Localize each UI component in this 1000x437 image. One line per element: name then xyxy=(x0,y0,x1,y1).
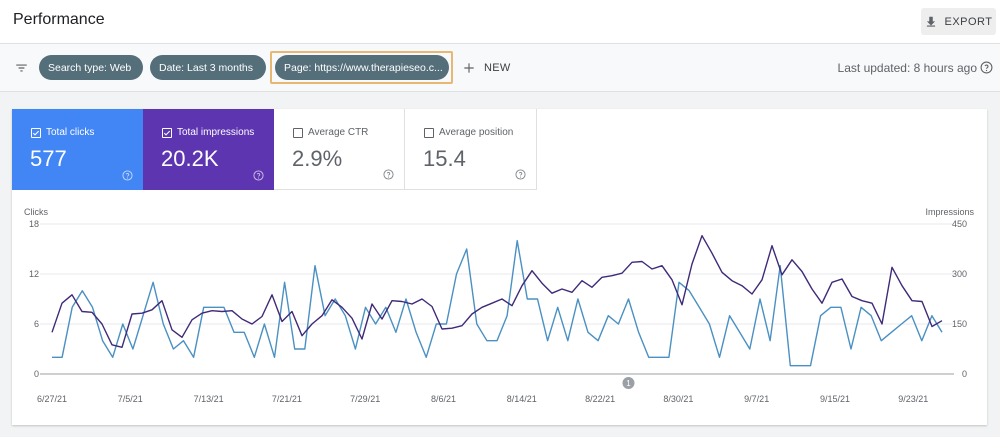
metric-value: 2.9% xyxy=(292,146,343,171)
filter-bar: Search type: Web Date: Last 3 months Pag… xyxy=(0,44,1000,92)
checkbox[interactable] xyxy=(31,127,41,138)
metric-total-clicks[interactable]: Total clicks 577 xyxy=(12,109,143,190)
x-tick-label: 8/30/21 xyxy=(663,394,693,404)
x-tick-label: 8/14/21 xyxy=(507,394,537,404)
x-tick-label: 6/27/21 xyxy=(37,394,67,404)
annotation-marker[interactable] xyxy=(622,377,635,389)
export-button[interactable]: EXPORT xyxy=(921,8,996,35)
metric-label: Average position xyxy=(439,127,514,138)
help-icon[interactable] xyxy=(253,170,264,181)
export-label: EXPORT xyxy=(944,15,993,28)
x-tick-label: 9/15/21 xyxy=(820,394,850,404)
check-icon xyxy=(32,130,40,136)
chip-label: Date: Last 3 months xyxy=(159,61,253,74)
left-tick-label: 18 xyxy=(29,219,39,229)
right-tick-label: 0 xyxy=(962,369,967,379)
help-icon[interactable] xyxy=(122,170,133,181)
x-tick-label: 8/6/21 xyxy=(431,394,456,404)
chip-label: Page: https://www.therapieseo.c... xyxy=(284,61,443,74)
performance-panel: Total clicks 577 Total impressions 20.2K… xyxy=(12,109,987,425)
right-tick-label: 150 xyxy=(952,319,967,329)
x-tick-label: 9/23/21 xyxy=(898,394,928,404)
right-tick-label: 450 xyxy=(952,219,967,229)
checkbox[interactable] xyxy=(162,127,172,138)
annotation-label: 1 xyxy=(626,379,631,388)
metric-value: 20.2K xyxy=(161,146,219,171)
help-icon[interactable] xyxy=(515,169,526,180)
plus-icon xyxy=(464,63,474,73)
page-filter-highlight: Page: https://www.therapieseo.c... xyxy=(270,51,453,84)
x-tick-label: 9/7/21 xyxy=(744,394,769,404)
new-filter-button[interactable]: NEW xyxy=(462,59,511,77)
checkbox[interactable] xyxy=(293,127,303,138)
metric-label: Total clicks xyxy=(46,127,95,138)
metric-average-position[interactable]: Average position 15.4 xyxy=(405,109,537,190)
help-icon[interactable] xyxy=(383,169,394,180)
new-label: NEW xyxy=(484,62,511,74)
x-tick-label: 8/22/21 xyxy=(585,394,615,404)
series-line-clicks xyxy=(52,240,943,367)
x-tick-label: 7/5/21 xyxy=(118,394,143,404)
left-axis-title: Clicks xyxy=(24,207,48,217)
date-range-chip[interactable]: Date: Last 3 months xyxy=(150,55,266,80)
page-filter-chip[interactable]: Page: https://www.therapieseo.c... xyxy=(275,55,449,80)
checkbox[interactable] xyxy=(424,127,434,138)
help-icon[interactable] xyxy=(980,61,993,74)
last-updated-text: Last updated: 8 hours ago xyxy=(837,61,977,75)
download-icon xyxy=(927,16,936,27)
left-tick-label: 6 xyxy=(34,319,39,329)
x-tick-label: 7/13/21 xyxy=(194,394,224,404)
metric-total-impressions[interactable]: Total impressions 20.2K xyxy=(143,109,274,190)
performance-chart[interactable]: 18 12 6 0 450 300 150 0 6/27/21 7/5/21 7/13/21 7/21… xyxy=(12,206,987,411)
x-tick-label: 7/29/21 xyxy=(350,394,380,404)
left-tick-label: 12 xyxy=(29,269,39,279)
metric-value: 15.4 xyxy=(423,146,466,171)
top-bar: Performance EXPORT xyxy=(0,0,1000,44)
metric-average-ctr[interactable]: Average CTR 2.9% xyxy=(274,109,405,190)
filter-icon[interactable] xyxy=(14,61,29,75)
left-tick-label: 0 xyxy=(34,369,39,379)
right-axis-title: Impressions xyxy=(925,207,974,217)
chip-label: Search type: Web xyxy=(48,61,132,74)
right-tick-label: 300 xyxy=(952,269,967,279)
check-icon xyxy=(163,130,171,136)
page-title: Performance xyxy=(13,11,105,28)
metric-label: Average CTR xyxy=(308,127,369,138)
search-type-chip[interactable]: Search type: Web xyxy=(39,55,143,80)
series-line-impressions xyxy=(51,235,943,349)
x-tick-label: 7/21/21 xyxy=(272,394,302,404)
metric-value: 577 xyxy=(30,146,67,171)
metric-label: Total impressions xyxy=(177,127,255,138)
